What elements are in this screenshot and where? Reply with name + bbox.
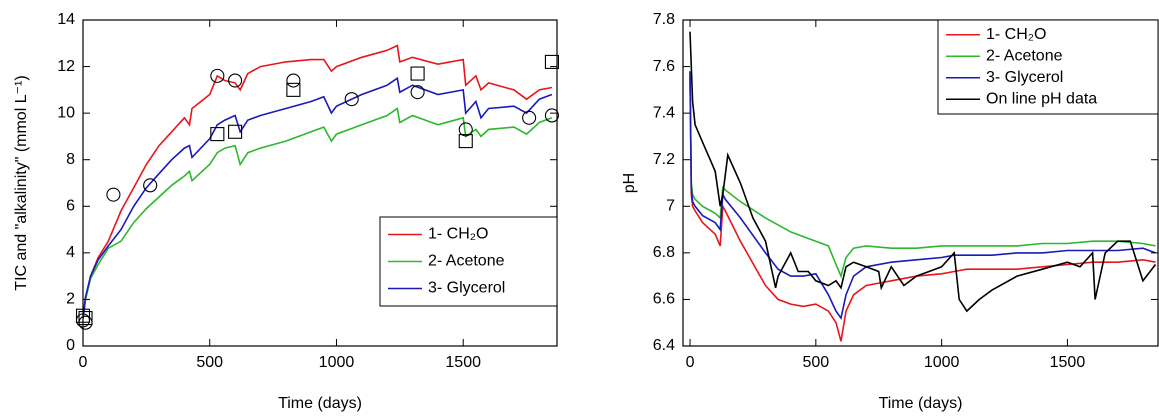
plot-frame — [682, 19, 1159, 347]
point-marker — [78, 311, 93, 326]
point-marker — [228, 73, 243, 88]
y-axis-label: TIC and "alkalinity" (mmol L⁻¹) — [13, 75, 30, 290]
point-marker — [344, 92, 359, 107]
y-tick-label: 7.2 — [653, 151, 675, 168]
y-tick-label: 8 — [66, 151, 75, 168]
legend-label: 3- Glycerol — [428, 280, 505, 297]
data-line — [82, 76, 553, 319]
point-marker — [143, 178, 158, 193]
y-tick-label: 12 — [57, 58, 75, 75]
legend-label: 1- CH₂O — [986, 26, 1046, 43]
x-tick-label: 1500 — [1050, 354, 1086, 371]
x-tick-label: 1500 — [445, 354, 481, 371]
point-marker — [410, 66, 425, 81]
y-tick-label: 6 — [66, 198, 75, 215]
point-marker — [458, 122, 473, 137]
x-tick-label: 500 — [802, 354, 829, 371]
point-marker — [458, 134, 473, 149]
legend-label: 2- Acetone — [986, 47, 1063, 64]
y-tick-label: 0 — [66, 337, 75, 354]
point-marker — [210, 127, 225, 142]
x-tick-label: 500 — [196, 354, 223, 371]
y-tick-label: 2 — [66, 291, 75, 308]
data-line — [689, 71, 1156, 321]
point-marker — [286, 73, 301, 88]
y-tick-label: 7 — [666, 198, 675, 215]
y-tick-label: 7.6 — [653, 58, 675, 75]
point-marker — [410, 85, 425, 100]
x-tick-label: 0 — [79, 354, 88, 371]
data-line — [689, 71, 1156, 279]
plot-frame — [82, 19, 558, 347]
legend-label: 1- CH₂O — [428, 226, 488, 243]
point-marker — [106, 187, 121, 202]
x-tick-label: 1000 — [924, 354, 960, 371]
data-line — [82, 44, 553, 319]
legend-label: 3- Glycerol — [986, 69, 1063, 86]
legend-label: 2- Acetone — [428, 253, 505, 270]
data-line — [689, 78, 1156, 342]
y-tick-label: 14 — [57, 11, 75, 28]
y-tick-label: 7.8 — [653, 11, 675, 28]
x-tick-label: 1000 — [319, 354, 355, 371]
y-tick-label: 6.8 — [653, 244, 675, 261]
y-tick-label: 6.6 — [653, 291, 675, 308]
y-tick-label: 6.4 — [653, 337, 675, 354]
legend-label: On line pH data — [986, 90, 1097, 107]
y-tick-label: 7.4 — [653, 104, 675, 121]
data-line — [689, 31, 1157, 313]
point-marker — [228, 124, 243, 139]
point-marker — [286, 82, 301, 97]
y-tick-label: 4 — [66, 244, 75, 261]
y-axis-label: pH — [621, 173, 638, 193]
y-tick-label: 10 — [57, 104, 75, 121]
x-tick-label: 0 — [686, 354, 695, 371]
x-axis-label: Time (days) — [879, 395, 963, 412]
legend-box — [937, 19, 1159, 115]
point-marker — [210, 68, 225, 83]
x-axis-label: Time (days) — [278, 395, 362, 412]
point-marker — [544, 54, 559, 69]
point-marker — [544, 108, 559, 123]
point-marker — [522, 110, 537, 125]
